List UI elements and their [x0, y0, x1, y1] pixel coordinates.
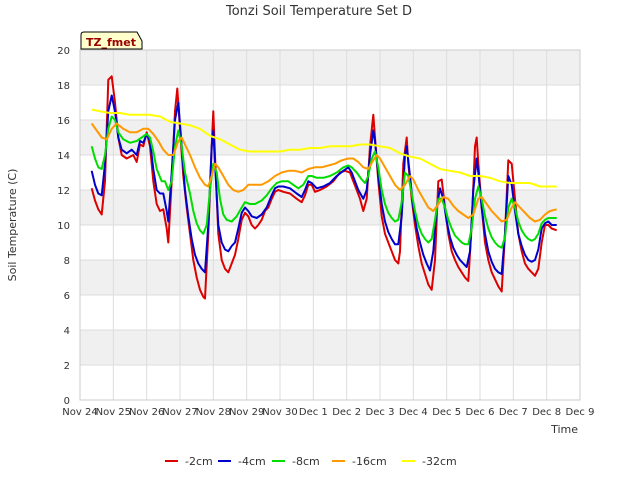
y-tick-label: 20 — [57, 46, 70, 57]
y-tick-label: 4 — [64, 326, 70, 337]
site-badge-label: TZ_fmet — [86, 36, 136, 49]
legend-label: -8cm — [292, 455, 320, 468]
x-tick-label: Dec 9 — [566, 407, 595, 418]
legend-label: -4cm — [238, 455, 266, 468]
chart-title: Tonzi Soil Temperature Set D — [225, 4, 412, 19]
x-tick-label: Nov 24 — [62, 407, 97, 418]
y-tick-label: 2 — [64, 361, 70, 372]
plot-band — [80, 50, 580, 85]
y-tick-label: 12 — [57, 186, 70, 197]
x-tick-label: Nov 25 — [96, 407, 131, 418]
y-axis-label: Soil Temperature (C) — [6, 169, 19, 282]
legend: -2cm -4cm -8cm -16cm -32cm — [165, 455, 457, 468]
plot-band — [80, 330, 580, 365]
y-tick-label: 18 — [57, 81, 70, 92]
x-tick-label: Nov 27 — [162, 407, 197, 418]
legend-label: -32cm — [422, 455, 457, 468]
site-badge: TZ_fmet — [80, 31, 143, 50]
series-layer — [90, 75, 558, 300]
x-tick-label: Dec 1 — [299, 407, 328, 418]
legend-item: -4cm — [218, 455, 266, 468]
series-line-8cm — [90, 115, 557, 249]
x-tick-label: Dec 7 — [499, 407, 528, 418]
x-tick-label: Nov 26 — [129, 407, 164, 418]
legend-item: -16cm — [332, 455, 387, 468]
y-tick-label: 10 — [57, 221, 70, 232]
plot-band — [80, 260, 580, 295]
x-tick-label: Dec 2 — [332, 407, 361, 418]
x-tick-label: Nov 28 — [196, 407, 231, 418]
legend-label: -16cm — [352, 455, 387, 468]
legend-item: -2cm — [165, 455, 213, 468]
x-tick-label: Dec 4 — [399, 407, 428, 418]
y-tick-label: 6 — [64, 291, 70, 302]
legend-label: -2cm — [185, 455, 213, 468]
x-tick-label: Dec 6 — [466, 407, 495, 418]
x-tick-label: Dec 3 — [366, 407, 395, 418]
y-tick-label: 8 — [64, 256, 70, 267]
y-tick-label: 16 — [57, 116, 70, 127]
series-line-32cm — [91, 108, 557, 188]
x-tick-label: Dec 5 — [432, 407, 461, 418]
site-badge-box — [80, 31, 143, 50]
series-line-16cm — [90, 122, 557, 223]
y-tick-label: 0 — [64, 396, 70, 407]
y-axis-ticks: 0 2 4 6 8 10 12 14 16 18 20 — [57, 46, 70, 407]
x-axis-label: Time — [550, 423, 578, 436]
plot-frame — [79, 49, 581, 401]
y-tick-label: 14 — [57, 151, 70, 162]
legend-item: -8cm — [272, 455, 320, 468]
x-tick-label: Nov 29 — [229, 407, 264, 418]
series-line-4cm — [90, 94, 557, 275]
x-tick-label: Dec 8 — [532, 407, 561, 418]
x-tick-label: Nov 30 — [262, 407, 297, 418]
legend-item: -32cm — [402, 455, 457, 468]
